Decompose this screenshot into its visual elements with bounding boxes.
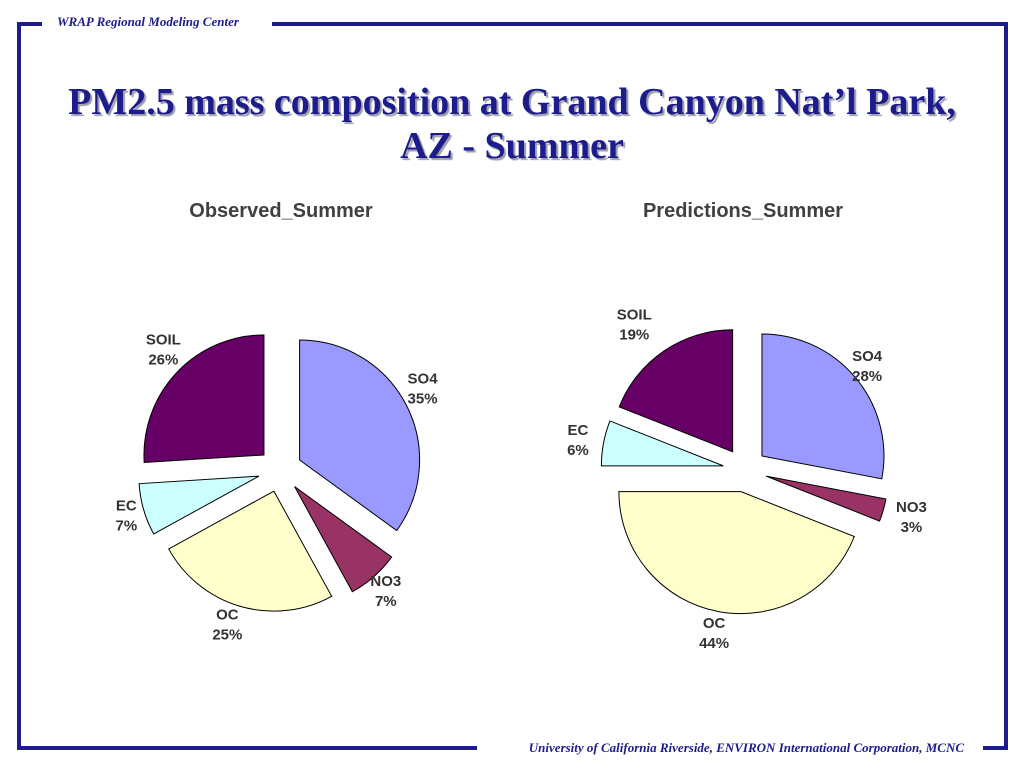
- slice-label-ec-2: EC 6%: [567, 422, 589, 459]
- pie-slice-oc-1: [168, 490, 333, 612]
- header-label: WRAP Regional Modeling Center: [57, 14, 239, 29]
- pie-slice-so4-1: [299, 339, 421, 532]
- frame-top-left: [17, 22, 42, 26]
- page-title-line-1: PM2.5 mass composition at Grand Canyon N…: [68, 81, 956, 123]
- slice-label-ec-1: EC 7%: [116, 498, 138, 535]
- slice-label-so4-2: SO4 28%: [852, 348, 883, 385]
- chart-title-1: Observed_Summer: [189, 200, 373, 222]
- page-title-line-2: AZ - Summer: [400, 125, 624, 167]
- slice-label-so4-1: SO4 35%: [408, 370, 439, 407]
- pie-slice-ec-1: [138, 475, 260, 535]
- slice-label-soil-2: SOIL 19%: [617, 307, 652, 344]
- slice-label-soil-1: SOIL 26%: [146, 331, 181, 368]
- frame-bottom-right: [983, 746, 1008, 750]
- pie-slice-ec-2: [600, 420, 724, 467]
- frame-left: [17, 22, 21, 750]
- slice-label-oc-1: OC 25%: [212, 607, 242, 644]
- pie-slice-soil-1: [143, 334, 265, 464]
- slice-label-no3-2: NO3 3%: [896, 499, 927, 536]
- pie-slice-oc-2: [618, 491, 855, 615]
- page-title: PM2.5 mass composition at Grand Canyon N…: [0, 80, 1024, 168]
- frame-bottom-left: [17, 746, 477, 750]
- pie-slice-soil-2: [618, 329, 734, 453]
- chart-title-2: Predictions_Summer: [643, 200, 843, 222]
- pie-slice-no3-2: [765, 475, 887, 522]
- pie-slice-so4-2: [761, 333, 885, 480]
- frame-top-right: [272, 22, 1008, 26]
- frame-right: [1004, 22, 1008, 750]
- slice-label-no3-1: NO3 7%: [370, 573, 401, 610]
- pie-slice-no3-1: [294, 486, 393, 593]
- slice-label-oc-2: OC 44%: [699, 615, 729, 652]
- footer-label: University of California Riverside, ENVI…: [528, 740, 964, 755]
